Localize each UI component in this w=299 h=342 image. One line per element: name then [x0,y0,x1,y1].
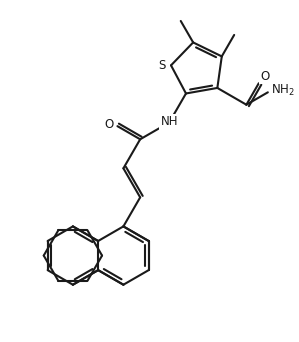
Text: O: O [260,70,269,83]
Text: S: S [158,59,166,72]
Text: NH$_2$: NH$_2$ [271,83,295,98]
Text: NH: NH [161,116,179,129]
Text: O: O [105,118,114,131]
